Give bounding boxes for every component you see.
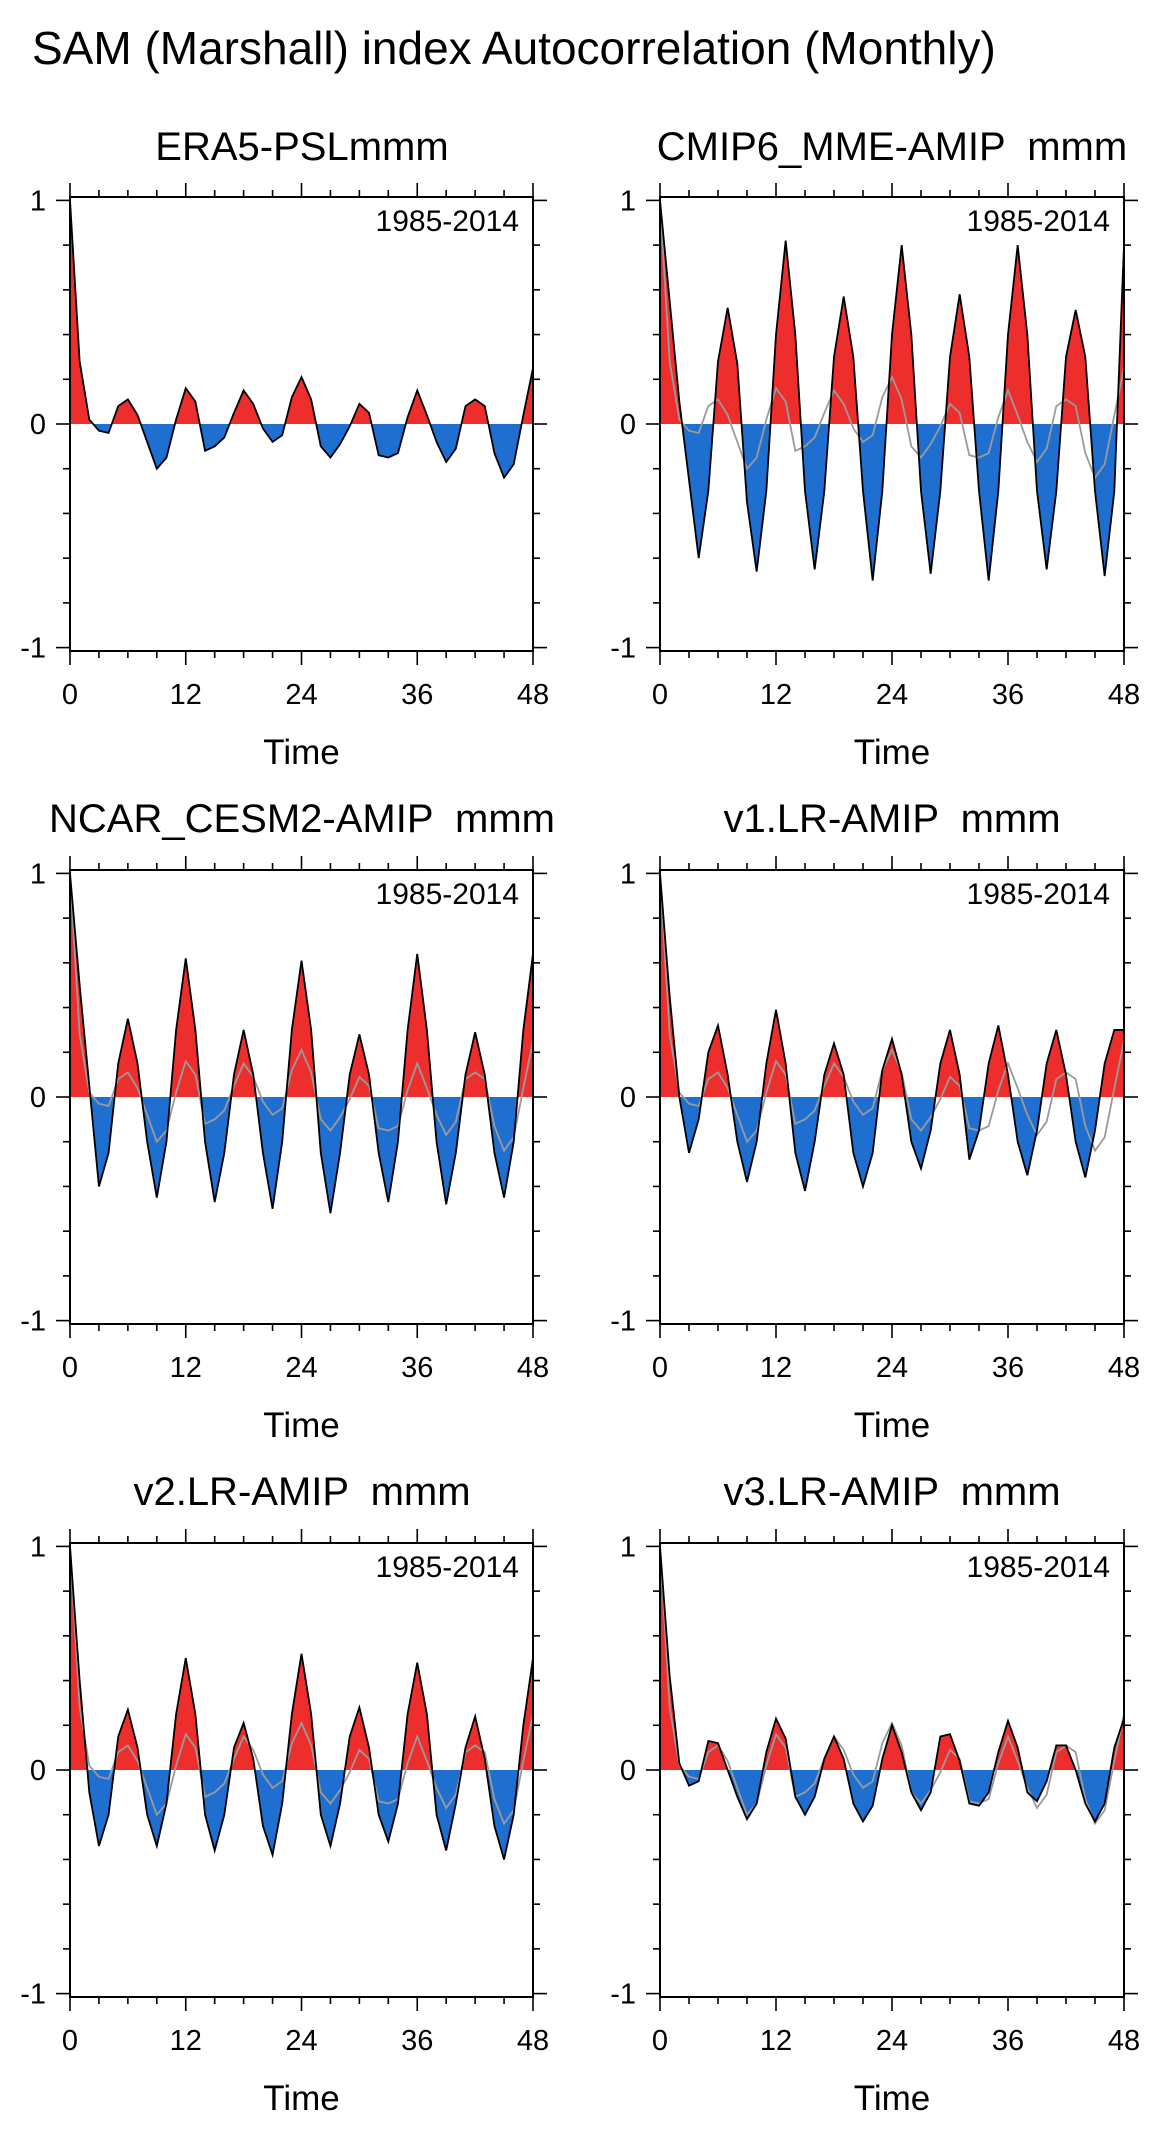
x-tick-label: 24 bbox=[876, 2025, 908, 2057]
period-label: 1985-2014 bbox=[376, 205, 519, 238]
x-tick-label: 12 bbox=[170, 2025, 202, 2057]
x-tick-label: 24 bbox=[285, 679, 317, 711]
x-tick-label: 12 bbox=[760, 2025, 792, 2057]
y-tick-label: 1 bbox=[30, 185, 46, 217]
reference-line bbox=[659, 200, 1125, 480]
chart-panel-4: v1.LR-AMIP mmm 0 12 24 36 48 -1 0 1 1985-2014 Time bbox=[610, 797, 1140, 1445]
positive-area bbox=[660, 873, 1124, 1097]
y-tick-label: -1 bbox=[610, 1979, 636, 2011]
x-axis-label: Time bbox=[854, 733, 930, 772]
autocorrelation-line bbox=[69, 873, 534, 1214]
positive-area bbox=[660, 200, 1124, 424]
period-label: 1985-2014 bbox=[376, 878, 519, 911]
figure-title: SAM (Marshall) index Autocorrelation (Mo… bbox=[32, 22, 996, 74]
x-tick-label: 12 bbox=[170, 1352, 202, 1384]
negative-area bbox=[660, 424, 1124, 581]
y-tick-label: 1 bbox=[30, 1531, 46, 1563]
panel-title: v2.LR-AMIP mmm bbox=[133, 1470, 470, 1514]
autocorrelation-line bbox=[659, 200, 1125, 581]
period-label: 1985-2014 bbox=[967, 205, 1110, 238]
x-axis-label: Time bbox=[854, 1406, 930, 1445]
x-axis-label: Time bbox=[263, 2079, 339, 2118]
negative-area bbox=[660, 1770, 1124, 1822]
x-tick-label: 36 bbox=[992, 679, 1024, 711]
x-tick-label: 36 bbox=[401, 679, 433, 711]
x-tick-label: 24 bbox=[876, 1352, 908, 1384]
y-tick-label: 0 bbox=[620, 1082, 636, 1114]
x-tick-label: 24 bbox=[876, 679, 908, 711]
y-tick-label: 1 bbox=[620, 1531, 636, 1563]
autocorrelation-line bbox=[659, 873, 1124, 1192]
period-label: 1985-2014 bbox=[967, 878, 1110, 911]
chart-panel-5: v2.LR-AMIP mmm 0 12 24 36 48 -1 0 1 1985-2014 Time bbox=[20, 1470, 549, 2118]
x-tick-label: 36 bbox=[992, 2025, 1024, 2057]
panel-title: v1.LR-AMIP mmm bbox=[723, 797, 1060, 841]
x-tick-label: 36 bbox=[401, 1352, 433, 1384]
chart-panel-2: CMIP6_MME-AMIP mmm 0 12 24 36 48 -1 0 1 1985-2014… bbox=[610, 125, 1140, 772]
y-tick-label: -1 bbox=[610, 633, 636, 665]
x-tick-label: 48 bbox=[517, 679, 549, 711]
autocorrelation-line bbox=[69, 200, 534, 480]
negative-area bbox=[70, 424, 533, 478]
reference-line bbox=[69, 873, 534, 1153]
y-tick-label: 0 bbox=[30, 1082, 46, 1114]
negative-area bbox=[70, 1097, 533, 1214]
reference-line bbox=[659, 1546, 1125, 1826]
x-tick-label: 12 bbox=[170, 679, 202, 711]
x-tick-label: 0 bbox=[62, 2025, 78, 2057]
x-axis-label: Time bbox=[854, 2079, 930, 2118]
x-tick-label: 0 bbox=[652, 679, 668, 711]
x-tick-label: 36 bbox=[992, 1352, 1024, 1384]
y-tick-label: 0 bbox=[30, 1755, 46, 1787]
autocorrelation-line bbox=[659, 1546, 1125, 1824]
y-tick-label: 0 bbox=[620, 409, 636, 441]
autocorrelation-line bbox=[69, 1546, 534, 1860]
panel-title: CMIP6_MME-AMIP mmm bbox=[657, 125, 1127, 169]
x-axis-label: Time bbox=[263, 733, 339, 772]
x-tick-label: 0 bbox=[652, 2025, 668, 2057]
reference-line bbox=[69, 1546, 534, 1826]
chart-panel-6: v3.LR-AMIP mmm 0 12 24 36 48 -1 0 1 1985-2014 Time bbox=[610, 1470, 1140, 2118]
positive-area bbox=[660, 1546, 1124, 1770]
panel-title: v3.LR-AMIP mmm bbox=[723, 1470, 1060, 1514]
positive-area bbox=[70, 200, 533, 424]
period-label: 1985-2014 bbox=[967, 1551, 1110, 1584]
period-label: 1985-2014 bbox=[376, 1551, 519, 1584]
y-tick-label: -1 bbox=[20, 1306, 46, 1338]
positive-area bbox=[70, 1546, 533, 1770]
x-tick-label: 0 bbox=[652, 1352, 668, 1384]
negative-area bbox=[70, 1770, 533, 1860]
x-tick-label: 48 bbox=[1108, 1352, 1140, 1384]
x-tick-label: 24 bbox=[285, 2025, 317, 2057]
y-tick-label: -1 bbox=[20, 1979, 46, 2011]
x-tick-label: 12 bbox=[760, 1352, 792, 1384]
y-tick-label: -1 bbox=[610, 1306, 636, 1338]
negative-area bbox=[660, 1097, 1124, 1191]
x-tick-label: 48 bbox=[1108, 679, 1140, 711]
x-tick-label: 36 bbox=[401, 2025, 433, 2057]
x-tick-label: 12 bbox=[760, 679, 792, 711]
chart-panel-3: NCAR_CESM2-AMIP mmm 0 12 24 36 48 -1 0 1 1985-201… bbox=[20, 797, 555, 1445]
x-axis-label: Time bbox=[263, 1406, 339, 1445]
y-tick-label: 1 bbox=[620, 858, 636, 890]
y-tick-label: -1 bbox=[20, 633, 46, 665]
reference-line bbox=[659, 873, 1125, 1153]
panel-title: NCAR_CESM2-AMIP mmm bbox=[49, 797, 555, 841]
x-tick-label: 48 bbox=[517, 1352, 549, 1384]
panel-title: ERA5-PSLmmm bbox=[155, 125, 448, 169]
y-tick-label: 0 bbox=[620, 1755, 636, 1787]
chart-panel-1: ERA5-PSLmmm 0 12 24 36 48 -1 0 1 1985-2014 Time bbox=[20, 125, 549, 772]
y-tick-label: 0 bbox=[30, 409, 46, 441]
y-tick-label: 1 bbox=[620, 185, 636, 217]
x-tick-label: 24 bbox=[285, 1352, 317, 1384]
x-tick-label: 0 bbox=[62, 679, 78, 711]
x-tick-label: 48 bbox=[517, 2025, 549, 2057]
positive-area bbox=[70, 873, 533, 1097]
x-tick-label: 0 bbox=[62, 1352, 78, 1384]
x-tick-label: 48 bbox=[1108, 2025, 1140, 2057]
y-tick-label: 1 bbox=[30, 858, 46, 890]
